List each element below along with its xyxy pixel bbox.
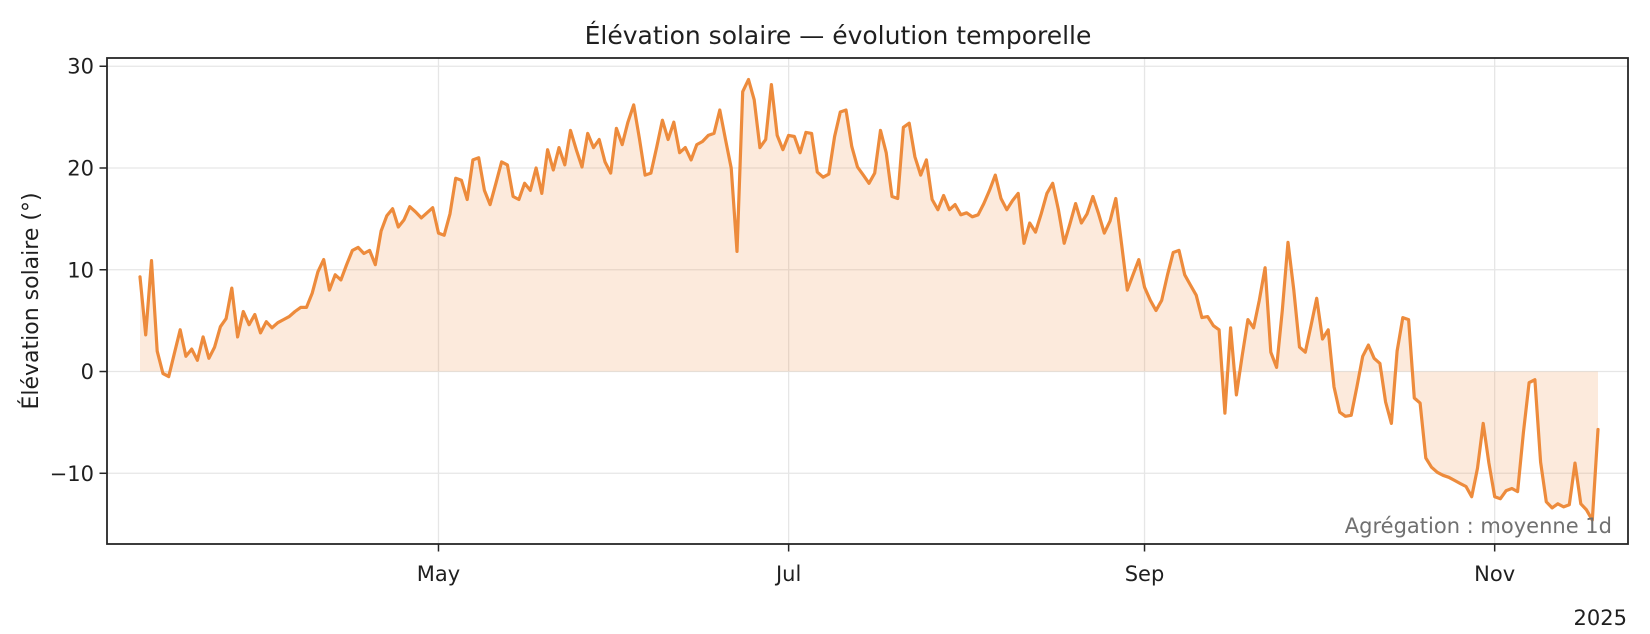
gridlines	[107, 58, 1628, 544]
area-fill-layer	[140, 79, 1598, 521]
axes-frame-layer	[106, 57, 1629, 545]
y-axis-label: Élévation solaire (°)	[18, 192, 44, 409]
y-tick-label: 0	[81, 360, 94, 384]
x-tick-label: Jul	[774, 562, 801, 586]
elevation-line	[138, 77, 1600, 522]
axes-spines	[106, 57, 1629, 545]
tick-layer: −10 0 10 20 30 May Jul Sep Nov	[50, 55, 1516, 586]
elevation-area-fill	[140, 79, 1598, 521]
x-tick-label: Sep	[1125, 562, 1165, 586]
data-line-layer	[138, 77, 1600, 522]
x-tick-label: Nov	[1474, 562, 1515, 586]
y-tick-label: 10	[67, 258, 94, 282]
x-axis-year-label: 2025	[1574, 606, 1627, 630]
y-tick-label: 30	[67, 55, 94, 79]
y-tick-label: 20	[67, 157, 94, 181]
y-tick-label: −10	[50, 462, 94, 486]
x-tick-label: May	[417, 562, 460, 586]
aggregation-annotation: Agrégation : moyenne 1d	[1345, 514, 1612, 538]
chart-title: Élévation solaire — évolution temporelle	[585, 21, 1092, 50]
